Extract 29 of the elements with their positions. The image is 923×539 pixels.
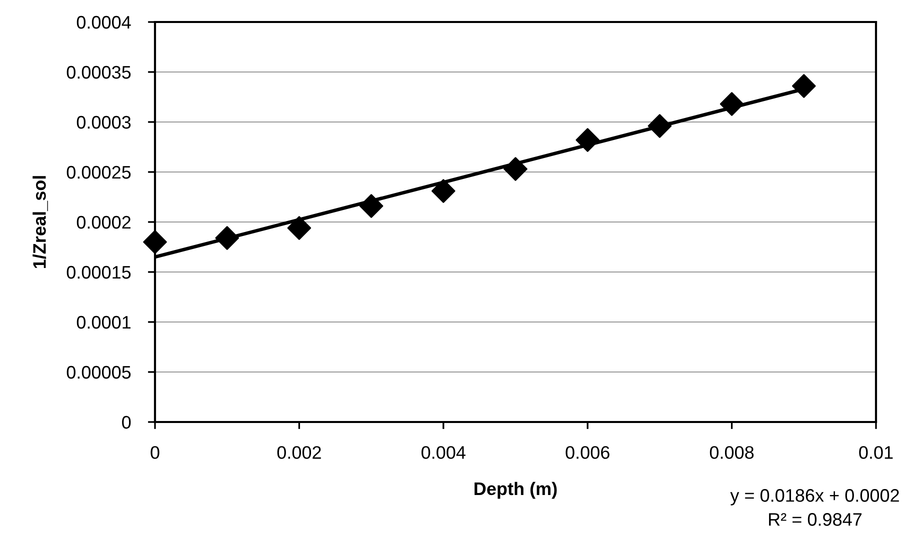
y-tick-label: 0.0002 [76, 216, 130, 229]
text: y = 0.0186x + 0.0002 [730, 489, 899, 506]
point [432, 179, 456, 203]
x-tick-label: 0.01 [859, 446, 893, 459]
x-axis-title: Depth (m) [474, 482, 557, 499]
y-tick-label: 0.0001 [76, 316, 131, 329]
text: R² = 0.9847 [769, 513, 862, 526]
x-tick-label: 0 [150, 446, 160, 459]
y-tick-label: 0.0004 [76, 16, 131, 29]
x-tick-label: 0.008 [710, 446, 754, 459]
point [287, 216, 312, 240]
point [215, 226, 239, 250]
point [143, 230, 167, 254]
y-tick-label: 0.00005 [66, 366, 131, 379]
y-axis-title: 1/Zreal_sol [32, 176, 48, 268]
y-tick-label: 0.00025 [66, 166, 131, 179]
x-tick-label: 0.004 [422, 446, 466, 459]
y-tick-label: 0.00035 [66, 66, 131, 79]
y-tick-label: 0 [122, 416, 131, 429]
y-tick-label: 0.0003 [76, 116, 131, 129]
point [648, 114, 672, 138]
point [504, 157, 528, 181]
point [792, 74, 816, 98]
point [720, 92, 744, 116]
y-tick-label: 0.00015 [66, 266, 131, 279]
x-tick-label: 0.006 [566, 446, 610, 459]
point [359, 194, 384, 218]
point [576, 128, 600, 152]
x-tick-label: 0.002 [277, 446, 321, 459]
